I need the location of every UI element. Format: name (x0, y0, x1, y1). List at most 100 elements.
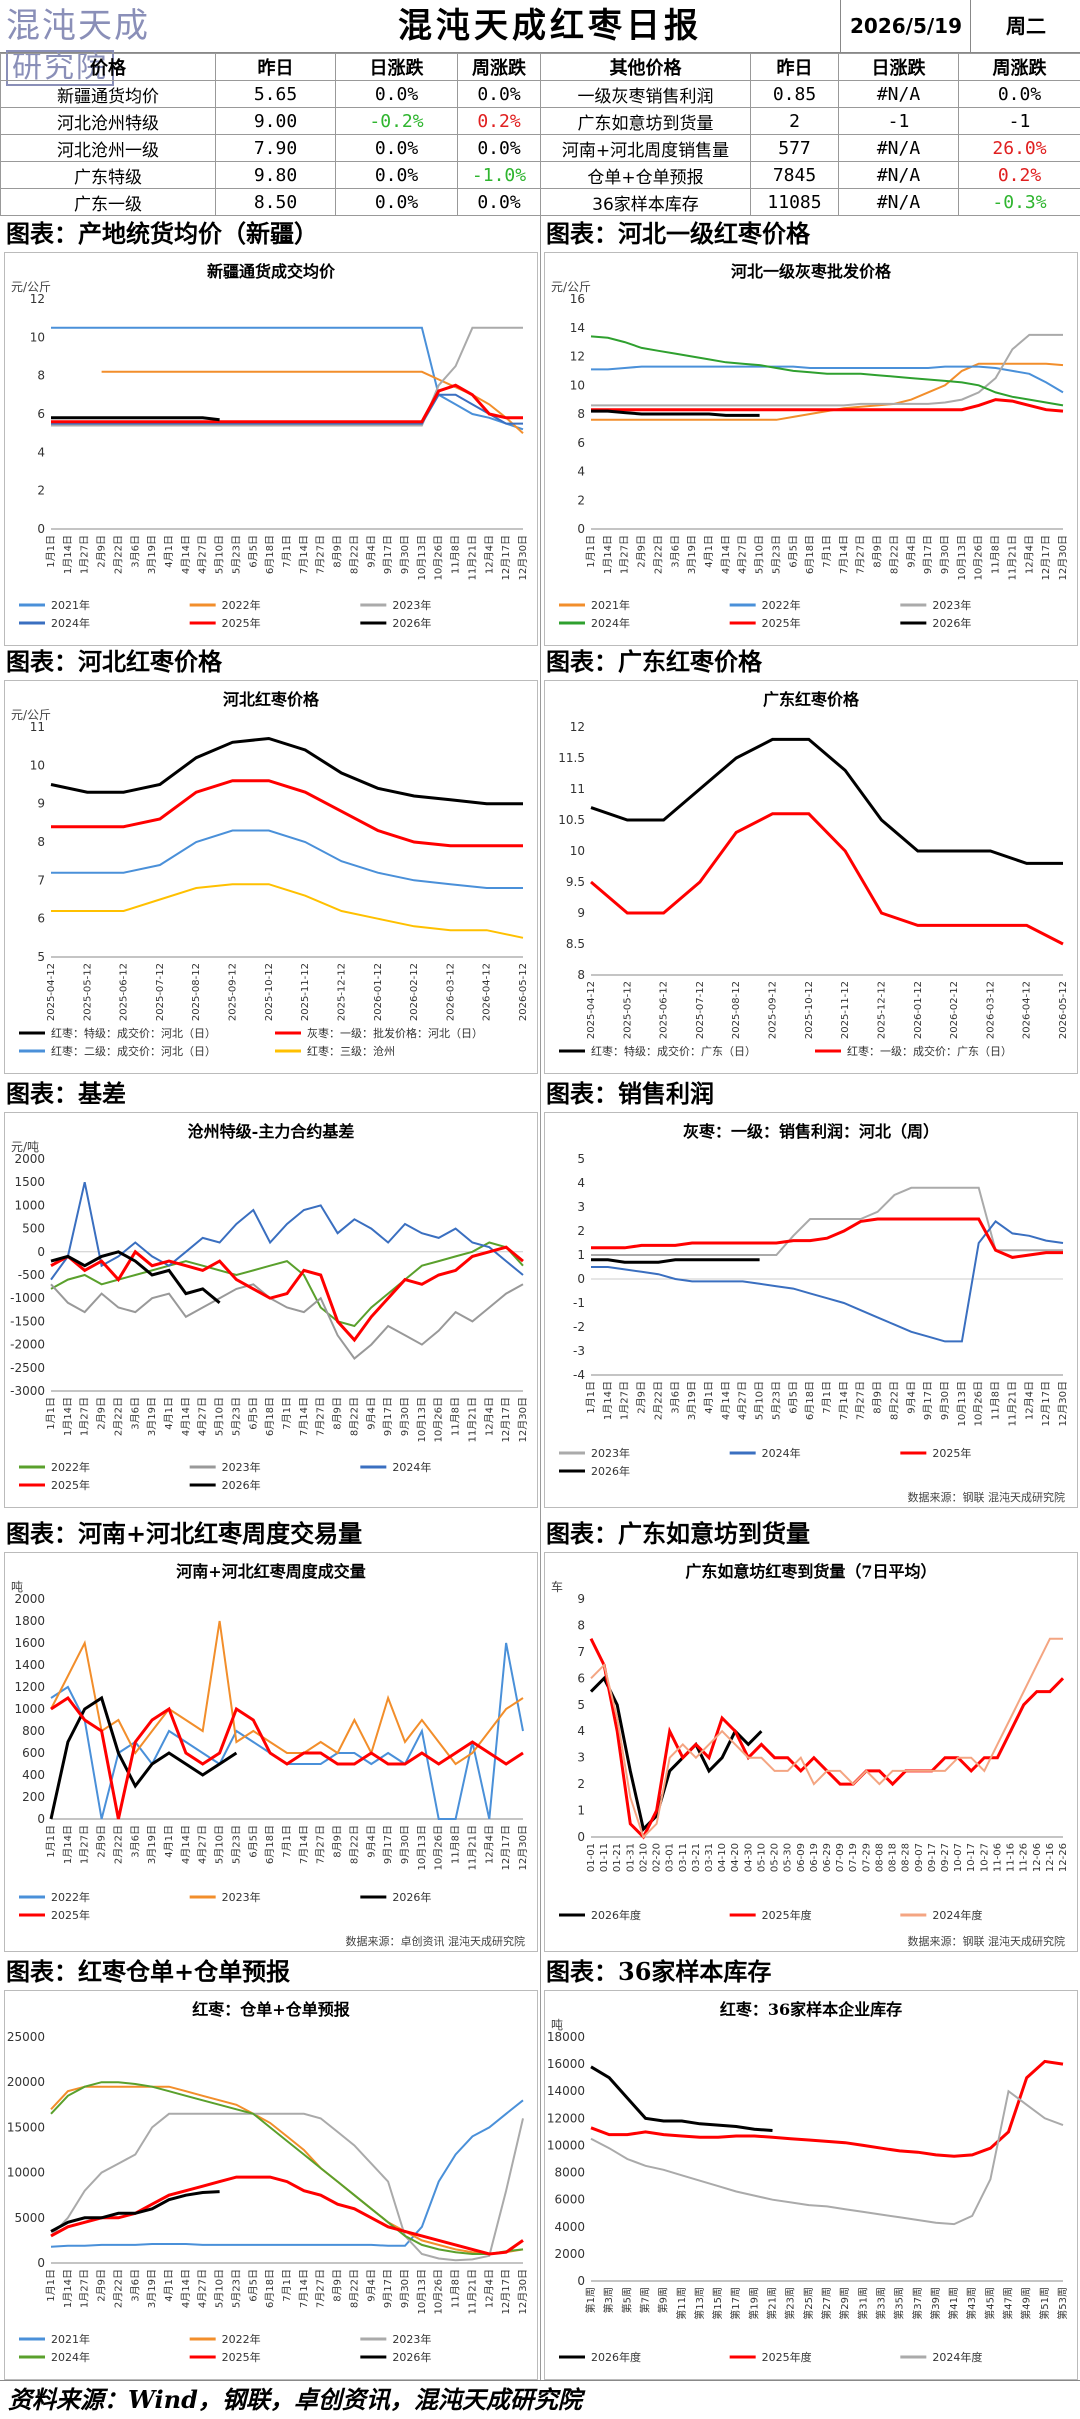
table-cell: #N/A (839, 81, 959, 108)
x-tick-label: 2025-08-12 (191, 963, 202, 1021)
y-tick-label: 10000 (7, 2166, 45, 2180)
x-tick-label: 1月14日 (62, 535, 74, 574)
x-tick-label: 4月1日 (163, 535, 175, 568)
x-tick-label: 11月21日 (1006, 535, 1018, 580)
x-tick-label: 1月14日 (602, 1381, 614, 1420)
x-tick-label: 11月8日 (990, 535, 1002, 574)
x-tick-label: 3月19日 (146, 1397, 158, 1436)
x-tick-label: 2025-05-12 (82, 963, 93, 1021)
x-tick-label: 2月9日 (636, 1381, 648, 1414)
data-source-note: 数据来源：钢联 混沌天成研究院 (908, 1490, 1066, 1504)
x-tick-label: 09-07 (914, 1843, 925, 1872)
x-tick-label: 12月17日 (500, 2269, 512, 2314)
x-tick-label: 7月1日 (821, 1381, 833, 1414)
x-tick-label: 2月9日 (96, 1825, 108, 1858)
y-tick-label: 8 (577, 1618, 585, 1632)
y-tick-label: 4 (37, 445, 45, 459)
y-tick-label: 15000 (7, 2120, 45, 2134)
chart-svg: 红枣：36家样本企业库存吨020004000600080001000012000… (545, 1991, 1077, 2379)
x-tick-label: 8月9日 (872, 1381, 884, 1414)
x-tick-label: 07-09 (835, 1843, 846, 1872)
x-tick-label: 11月21日 (466, 1397, 478, 1442)
x-tick-label: 7月14日 (298, 2269, 310, 2308)
x-tick-label: 6月18日 (264, 1825, 276, 1864)
series-line (51, 2100, 523, 2246)
section-title: 图表：红枣仓单+仓单预报 (0, 1954, 540, 1990)
legend-label: 红枣：二级：成交价：河北（日） (51, 1044, 216, 1058)
y-tick-label: -3 (573, 1344, 585, 1358)
x-tick-label: 11月21日 (1006, 1381, 1018, 1426)
y-tick-label: 2000 (14, 1592, 45, 1606)
y-tick-label: 0 (577, 522, 585, 536)
legend-label: 2026年 (932, 616, 971, 630)
x-tick-label: 10月26日 (433, 535, 445, 580)
legend-label: 红枣：一级：成交价：广东（日） (847, 1044, 1012, 1058)
x-tick-label: 2026-01-12 (373, 963, 384, 1021)
x-tick-label: 01-01 (586, 1843, 597, 1872)
series-line (51, 1284, 523, 1358)
x-tick-label: 1月14日 (62, 1825, 74, 1864)
x-tick-label: 第41周 (947, 2287, 960, 2320)
x-tick-label: 07-19 (848, 1843, 859, 1872)
x-tick-label: 11月21日 (466, 2269, 478, 2314)
table-cell: -1 (839, 108, 959, 135)
x-tick-label: 9月30日 (399, 2269, 411, 2308)
y-tick-label: 12 (570, 350, 585, 364)
x-tick-label: 1月14日 (602, 535, 614, 574)
legend-label: 2024年度 (932, 1908, 982, 1922)
x-tick-label: 2月9日 (96, 1397, 108, 1430)
series-line (591, 1639, 1063, 1837)
legend-label: 2026年度 (591, 2350, 641, 2364)
table-cell: 广东如意坊到货量 (541, 108, 751, 135)
x-tick-label: 6月5日 (787, 1381, 799, 1414)
x-tick-label: 2月9日 (636, 535, 648, 568)
x-tick-label: 4月27日 (737, 1381, 749, 1420)
x-tick-label: 8月9日 (332, 2269, 344, 2302)
x-tick-label: 第43周 (965, 2287, 978, 2320)
y-tick-label: 8 (577, 968, 585, 982)
x-tick-label: 6月5日 (787, 535, 799, 568)
table-cell: 0.0% (458, 81, 541, 108)
chart-title: 河北一级灰枣批发价格 (731, 262, 892, 281)
legend-label: 2025年 (932, 1446, 971, 1460)
x-tick-label: 12月30日 (1057, 535, 1069, 580)
legend-label: 2026年 (392, 616, 431, 630)
x-tick-label: 4月27日 (197, 2269, 209, 2308)
x-tick-label: 12月4日 (483, 1397, 495, 1436)
y-tick-label: 1500 (14, 1175, 45, 1189)
x-tick-label: 1月1日 (45, 1397, 57, 1430)
x-tick-label: 第25周 (802, 2287, 815, 2320)
x-tick-label: 4月14日 (180, 2269, 192, 2308)
x-tick-label: 9月4日 (905, 535, 917, 568)
x-tick-label: 2025-12-12 (336, 963, 347, 1021)
series-line (591, 814, 1063, 944)
series-line (51, 2087, 523, 2254)
legend-label: 2025年 (222, 616, 261, 630)
y-tick-label: 200 (22, 1790, 45, 1804)
y-axis-unit: 车 (551, 1579, 563, 1594)
table-header-row: 价格昨日日涨跌周涨跌其他价格昨日日涨跌周涨跌 (1, 54, 1080, 81)
x-tick-label: 3月19日 (146, 535, 158, 574)
x-tick-label: 第47周 (1002, 2287, 1015, 2320)
table-header-cell: 昨日 (751, 54, 839, 81)
table-cell: 2 (751, 108, 839, 135)
legend-label: 2023年 (392, 598, 431, 612)
x-tick-label: 2026-05-12 (518, 963, 529, 1021)
x-tick-label: 9月17日 (922, 1381, 934, 1420)
report-header: 混沌天成研究院 混沌天成红枣日报 2026/5/19 周二 (0, 0, 1080, 53)
x-tick-label: 10月26日 (433, 2269, 445, 2314)
x-tick-label: 2025-11-12 (300, 963, 311, 1021)
x-tick-label: 6月5日 (247, 2269, 259, 2302)
x-tick-label: 9月4日 (365, 2269, 377, 2302)
x-tick-label: 8月22日 (348, 2269, 360, 2308)
section-title: 图表：36家样本库存 (540, 1954, 1080, 1990)
y-tick-label: 0 (37, 1812, 45, 1826)
x-tick-label: 4月27日 (737, 535, 749, 574)
x-tick-label: 6月18日 (264, 535, 276, 574)
y-tick-label: 0 (37, 522, 45, 536)
y-tick-label: 4 (577, 1176, 585, 1190)
x-tick-label: 12月4日 (483, 535, 495, 574)
y-tick-label: 1 (577, 1248, 585, 1262)
y-tick-label: 11.5 (558, 751, 585, 765)
